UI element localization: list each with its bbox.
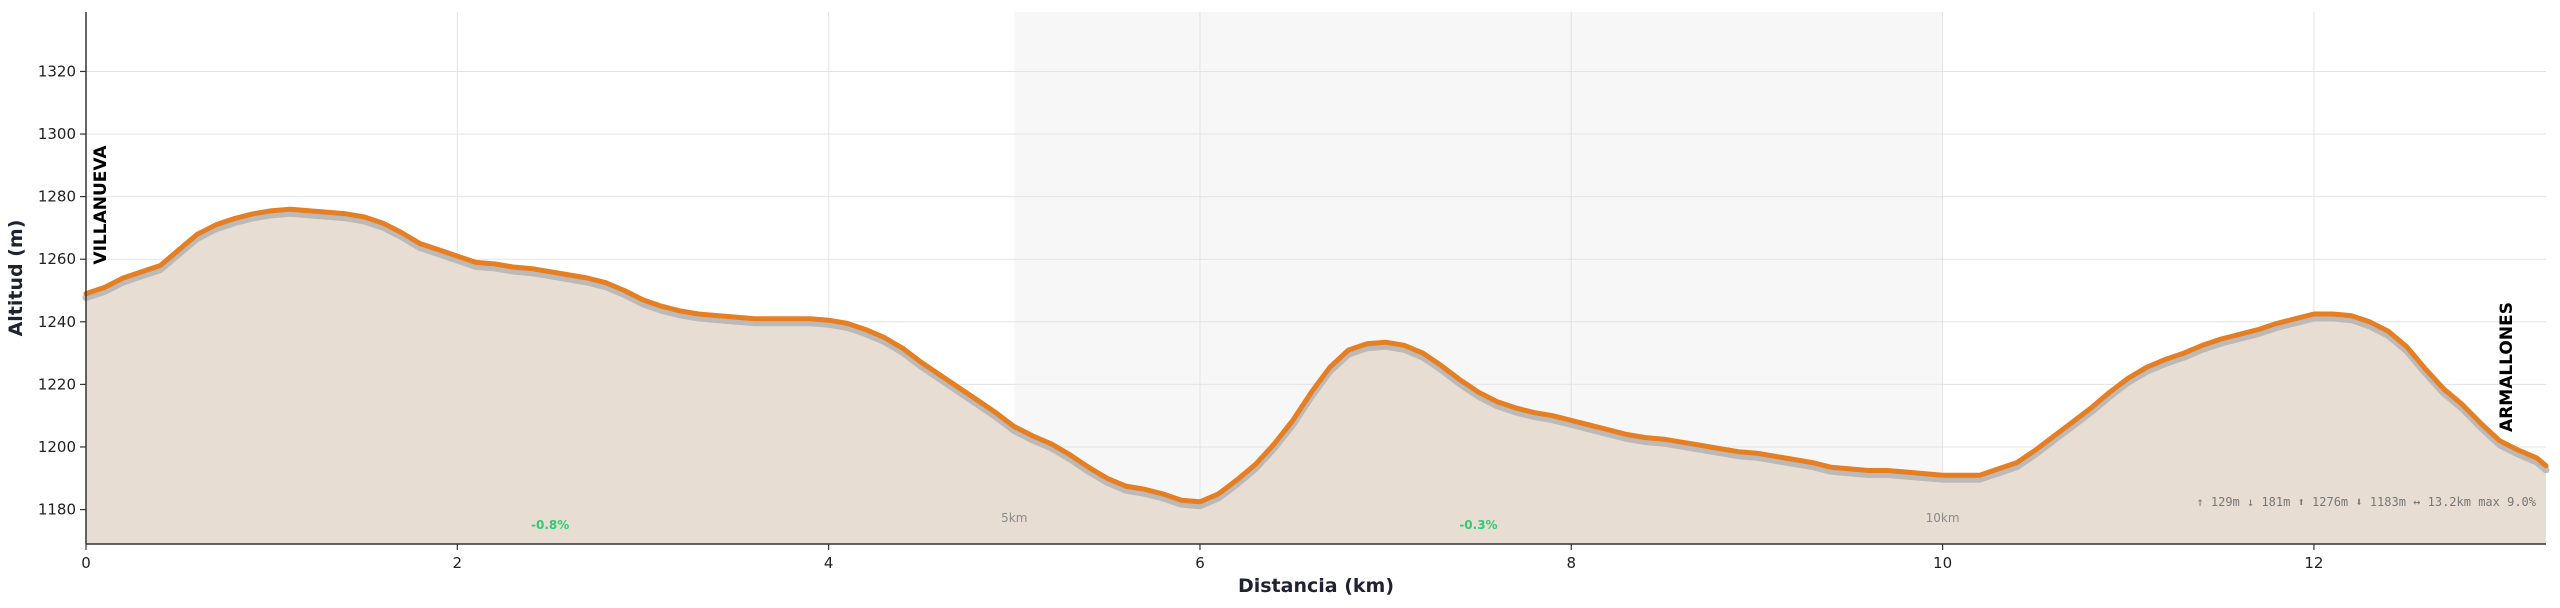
y-tick-label: 1200 [38,438,76,456]
x-tick-label: 0 [81,554,91,572]
route-stats: ↑ 129m ↓ 181m ⬆ 1276m ⬇ 1183m ↔ 13.2km m… [2196,495,2536,509]
km-marker-label: 10km [1926,511,1960,525]
annotations: 5km 10km -0.8% -0.3% [531,511,1960,532]
x-tick-label: 8 [1567,554,1577,572]
elevation-area-fill [86,209,2546,544]
y-tick-label: 1220 [38,375,76,393]
y-ticks: 1180 1200 1220 1240 1260 1280 1300 1320 [38,62,86,519]
axes [85,12,2546,545]
x-tick-label: 4 [824,554,834,572]
x-tick-label: 12 [2304,554,2323,572]
y-tick-label: 1280 [38,188,76,206]
y-tick-label: 1240 [38,313,76,331]
x-ticks: 0 2 4 6 8 10 12 [81,544,2323,572]
y-tick-label: 1180 [38,501,76,519]
km-marker-label: 5km [1001,511,1027,525]
start-place-label: VILLANUEVA [91,145,111,265]
end-place-label: ARMALLONES [2497,302,2517,432]
x-tick-label: 10 [1933,554,1952,572]
y-tick-label: 1260 [38,250,76,268]
x-tick-label: 6 [1195,554,1205,572]
y-tick-label: 1300 [38,125,76,143]
y-tick-label: 1320 [38,62,76,80]
x-axis-label: Distancia (km) [1238,575,1394,597]
y-axis-label: Altitud (m) [5,220,27,337]
grade-label: -0.3% [1459,518,1497,532]
x-tick-label: 2 [453,554,463,572]
elevation-line [83,206,2549,505]
grade-label: -0.8% [531,518,569,532]
